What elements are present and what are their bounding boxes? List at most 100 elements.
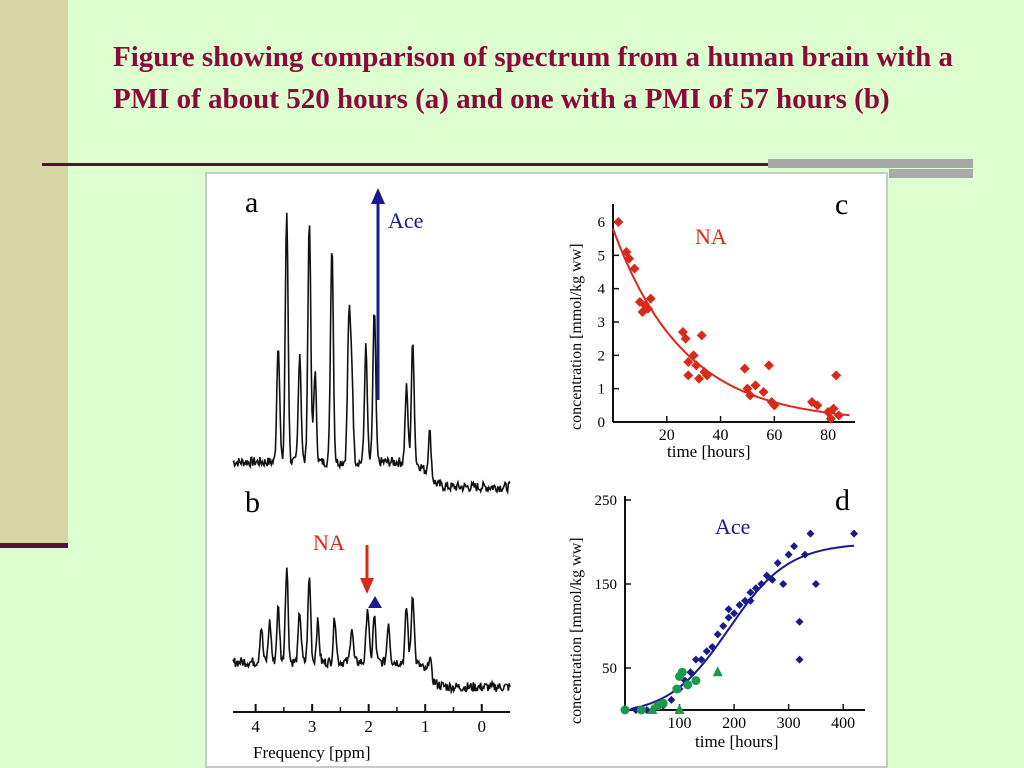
figure-svg: a b c d Ace NA 4 3 2 1 0 Frequency [ppm] 0 1 2… [232, 186, 865, 762]
d-data-point [746, 588, 755, 597]
d-data-point [795, 617, 804, 626]
c-data-point [702, 370, 713, 381]
panel-label-d: d [835, 484, 850, 517]
c-data-point [812, 400, 823, 411]
d-xlabel: time [hours] [695, 732, 779, 751]
d-data-point-triangle [647, 704, 658, 714]
d-fit-line [630, 544, 855, 710]
c-y-tick-label: 3 [598, 315, 606, 331]
d-data-point-circle [636, 705, 646, 715]
c-ylabel: concentration [mmol/kg ww] [568, 243, 585, 430]
d-data-point [735, 601, 744, 609]
d-data-point [741, 596, 749, 605]
title-rule-grey-bar [889, 169, 973, 178]
frequency-axis-label: Frequency [ppm] [253, 743, 371, 762]
c-data-point [691, 360, 702, 371]
d-data-point-triangle [712, 666, 723, 677]
c-y-tick-label: 1 [598, 382, 606, 398]
spectrum-a-line [232, 212, 511, 495]
c-data-point [745, 390, 756, 401]
d-data-point-circle [658, 698, 668, 708]
scatter-chart-d: 50 150 250 100 200 300 400 [595, 493, 865, 732]
c-data-point [828, 403, 839, 414]
d-x-tick-label: 400 [831, 715, 855, 732]
c-x-tick-label: 60 [766, 427, 782, 444]
ace-arrow-b [368, 596, 382, 608]
d-x-tick-label: 100 [668, 715, 692, 732]
d-data-point [801, 550, 809, 559]
title-rule [42, 163, 768, 166]
c-data-point [613, 217, 624, 227]
frequency-tick-label: 2 [364, 717, 373, 736]
c-data-point [634, 297, 645, 307]
spectrum-b-line [232, 567, 511, 695]
c-x-tick-label: 40 [713, 427, 729, 444]
frequency-tick-label: 1 [421, 717, 430, 736]
c-x-tick-label: 80 [820, 427, 836, 444]
c-data-point [688, 350, 699, 361]
c-y-tick-label: 0 [598, 415, 606, 431]
scatter-chart-c: 0 1 2 3 4 5 6 20 40 60 80 [598, 204, 855, 444]
d-x-tick-label: 200 [722, 715, 746, 732]
c-data-point [642, 303, 653, 314]
c-fit-line [612, 228, 850, 417]
d-data-point [757, 580, 766, 588]
c-y-tick-label: 5 [598, 248, 606, 264]
d-data-point [702, 647, 711, 656]
frequency-tick-label: 4 [251, 717, 260, 736]
d-data-point [686, 668, 695, 677]
c-data-point [739, 363, 750, 374]
c-data-point [629, 263, 640, 274]
c-x-tick-label: 20 [659, 427, 675, 444]
panel-label-a: a [245, 186, 258, 219]
side-accent-line [0, 543, 68, 548]
na-annotation-b: NA [313, 530, 345, 555]
d-data-point-triangle [674, 704, 685, 714]
d-data-point [811, 580, 820, 588]
panel-label-c: c [835, 188, 848, 221]
c-data-point [769, 400, 780, 411]
d-data-point-circle [691, 676, 701, 686]
d-data-point [730, 609, 739, 618]
d-data-point [719, 622, 728, 630]
d-y-tick-label: 250 [595, 493, 618, 509]
c-data-point [742, 383, 753, 394]
c-data-point [683, 370, 694, 381]
c-y-tick-label: 4 [598, 282, 606, 298]
na-annotation-c: NA [695, 224, 727, 249]
c-data-point [763, 360, 774, 371]
d-data-point [762, 571, 771, 580]
c-data-point [750, 380, 761, 391]
d-data-point [784, 550, 793, 559]
spectrum-a [232, 212, 511, 495]
panel-label-b: b [245, 486, 260, 519]
d-data-point [697, 655, 706, 664]
c-xlabel: time [hours] [667, 442, 751, 461]
d-data-point [746, 596, 755, 605]
d-data-point [779, 580, 788, 588]
figure-panel: a b c d Ace NA 4 3 2 1 0 Frequency [ppm] 0 1 2… [205, 172, 888, 768]
d-data-point [795, 655, 804, 664]
d-data-point [667, 695, 676, 704]
c-data-point [699, 367, 710, 377]
frequency-axis: 4 3 2 1 0 [233, 704, 510, 736]
frequency-tick-label: 0 [477, 717, 486, 736]
d-data-point [790, 542, 799, 551]
d-y-tick-label: 50 [602, 661, 617, 677]
c-data-point [694, 373, 705, 384]
d-data-point [724, 605, 733, 614]
d-data-point [751, 584, 760, 593]
c-data-point [624, 253, 635, 264]
c-y-tick-label: 2 [598, 348, 606, 364]
c-data-point [758, 387, 769, 397]
c-data-point [831, 370, 842, 381]
d-data-point [773, 559, 782, 567]
ace-annotation-a: Ace [388, 208, 423, 233]
d-data-point-circle [672, 684, 682, 694]
d-data-point [708, 643, 717, 651]
d-data-point-circle [683, 680, 693, 690]
c-data-point [833, 410, 844, 421]
d-data-point [713, 630, 722, 639]
c-data-point [677, 327, 688, 337]
na-arrow-b [360, 545, 374, 594]
